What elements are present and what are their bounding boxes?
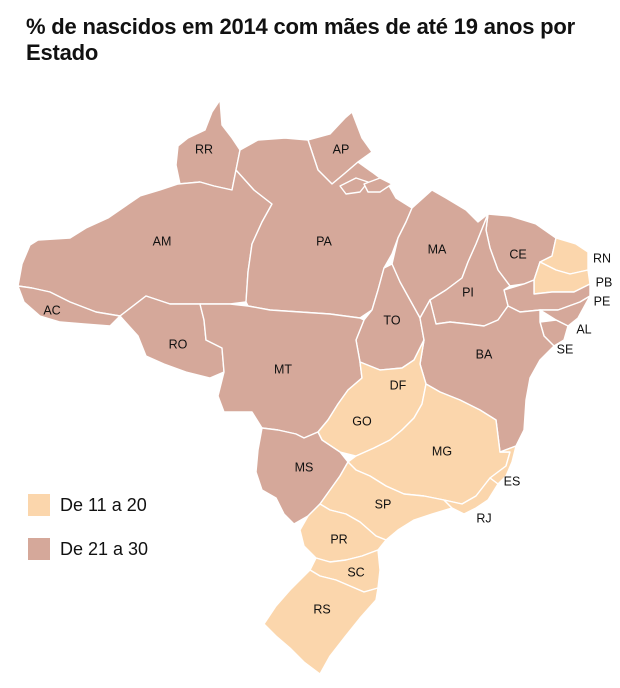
state-label-pb: PB [596,275,613,289]
island-2 [363,177,393,193]
state-label-es: ES [504,474,521,488]
state-label-mt: MT [274,362,292,376]
state-label-df: DF [390,378,407,392]
state-label-go: GO [352,414,372,428]
state-label-rn: RN [593,251,611,265]
state-label-to: TO [383,313,400,327]
state-label-rr: RR [195,142,213,156]
legend-swatch-low [28,494,50,516]
state-label-mg: MG [432,444,452,458]
state-label-ma: MA [428,242,447,256]
state-label-am: AM [153,234,172,248]
state-am [17,169,273,317]
state-label-pa: PA [316,234,332,248]
state-rj [443,477,499,515]
legend-item-high: De 21 a 30 [28,538,148,560]
legend-label-low: De 11 a 20 [60,494,147,515]
state-label-al: AL [576,322,591,336]
state-label-rs: RS [313,602,330,616]
state-rs [263,569,379,675]
state-label-rj: RJ [476,511,491,525]
state-label-se: SE [557,342,574,356]
legend-label-high: De 21 a 30 [60,538,149,559]
map-title: % de nascidos em 2014 com mães de até 19… [26,14,576,65]
state-label-pi: PI [462,285,474,299]
legend-swatch-high [28,538,50,560]
state-label-ac: AC [43,303,60,317]
state-label-sc: SC [347,565,364,579]
legend-item-low: De 11 a 20 [28,494,147,516]
island-1 [339,177,369,195]
state-label-pe: PE [594,294,611,308]
state-label-ap: AP [333,142,350,156]
state-label-ba: BA [476,347,493,361]
state-label-ms: MS [295,460,314,474]
state-ac [17,285,121,327]
state-label-sp: SP [375,497,392,511]
state-label-ce: CE [509,247,526,261]
state-label-ro: RO [169,337,188,351]
state-label-pr: PR [330,532,347,546]
